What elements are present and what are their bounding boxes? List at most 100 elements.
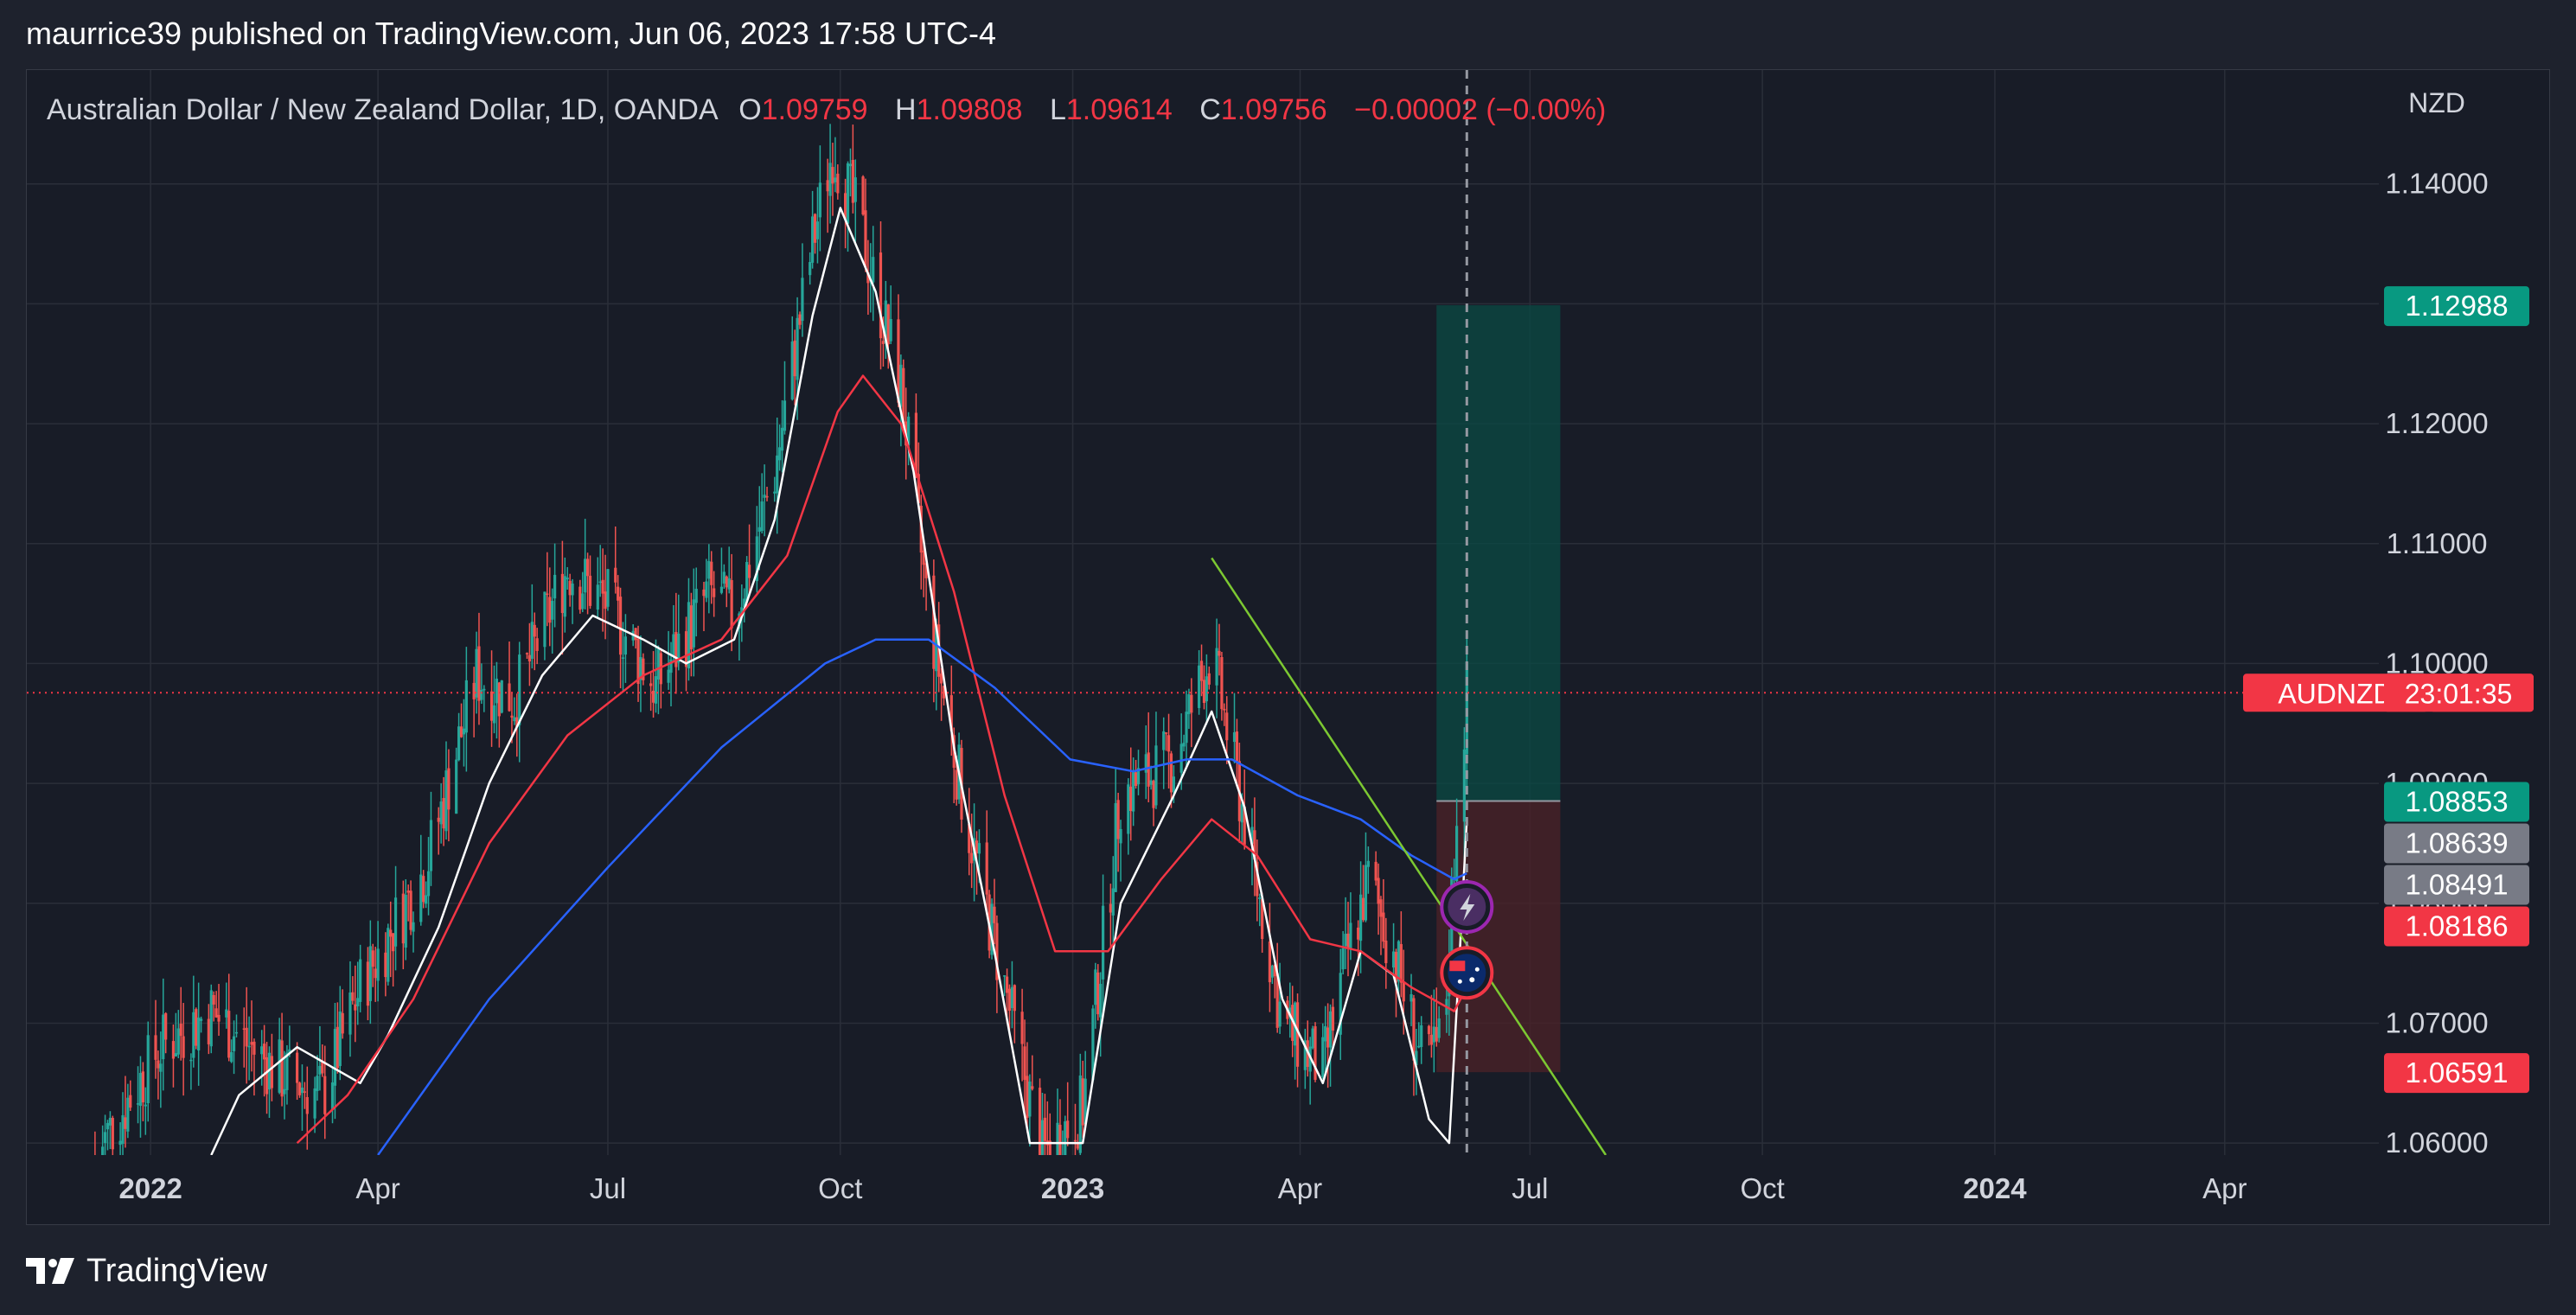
- candle-body[interactable]: [922, 550, 925, 565]
- candle-body[interactable]: [584, 559, 587, 593]
- candle-body[interactable]: [1357, 927, 1360, 940]
- candle-body[interactable]: [500, 680, 503, 713]
- candle-body[interactable]: [1223, 708, 1226, 711]
- candle-body[interactable]: [1346, 933, 1350, 949]
- candle-body[interactable]: [437, 817, 440, 822]
- candle-body[interactable]: [118, 1140, 122, 1146]
- candle-body[interactable]: [323, 1076, 327, 1114]
- candle-body[interactable]: [303, 1091, 306, 1093]
- candle-body[interactable]: [836, 173, 840, 194]
- candle-body[interactable]: [1132, 769, 1135, 812]
- candle-body[interactable]: [1437, 1018, 1441, 1038]
- candle-body[interactable]: [247, 1045, 251, 1048]
- candle-body[interactable]: [1187, 694, 1191, 715]
- candle-body[interactable]: [419, 874, 423, 922]
- candle-body[interactable]: [710, 561, 713, 585]
- candle-body[interactable]: [374, 968, 377, 979]
- candle-body[interactable]: [1043, 1117, 1047, 1141]
- candle-body[interactable]: [475, 648, 478, 698]
- moving-average-line-2[interactable]: [296, 374, 1468, 1145]
- candle-body[interactable]: [617, 586, 620, 601]
- candle-body[interactable]: [455, 759, 458, 814]
- price-label-1.08639[interactable]: 1.08639: [2384, 823, 2529, 864]
- candle-body[interactable]: [1172, 776, 1176, 793]
- candle-body[interactable]: [1005, 976, 1009, 993]
- candle-body[interactable]: [826, 180, 829, 192]
- candle-body[interactable]: [495, 678, 499, 704]
- candle-body[interactable]: [1129, 786, 1133, 812]
- candle-body[interactable]: [1429, 1034, 1434, 1045]
- candle-body[interactable]: [623, 636, 628, 655]
- candle-body[interactable]: [141, 1071, 144, 1103]
- candle-body[interactable]: [568, 580, 572, 596]
- candle-body[interactable]: [265, 1056, 269, 1095]
- candle-body[interactable]: [571, 584, 574, 596]
- candle-body[interactable]: [707, 560, 711, 579]
- candle-body[interactable]: [1275, 973, 1279, 1028]
- candle-body[interactable]: [1361, 897, 1365, 921]
- candle-body[interactable]: [225, 1009, 228, 1018]
- candle-body[interactable]: [553, 574, 557, 599]
- candle-body[interactable]: [457, 726, 461, 761]
- candle-body[interactable]: [510, 715, 514, 718]
- candle-body[interactable]: [651, 690, 655, 703]
- candle-body[interactable]: [1303, 1040, 1307, 1070]
- candle-body[interactable]: [1382, 912, 1385, 942]
- candle-body[interactable]: [103, 1132, 107, 1144]
- candle-body[interactable]: [354, 1004, 357, 1011]
- candle-body[interactable]: [1058, 1124, 1062, 1165]
- candle-body[interactable]: [694, 588, 698, 603]
- candle-body[interactable]: [642, 658, 645, 680]
- candle-body[interactable]: [1366, 860, 1370, 867]
- candle-body[interactable]: [401, 893, 405, 944]
- candle-body[interactable]: [809, 262, 812, 276]
- candle-body[interactable]: [245, 1027, 248, 1047]
- candle-body[interactable]: [1420, 1025, 1423, 1047]
- price-label-1.08186[interactable]: 1.08186: [2384, 906, 2529, 947]
- candle-body[interactable]: [932, 575, 936, 669]
- candle-body[interactable]: [765, 495, 769, 498]
- candle-body[interactable]: [429, 820, 433, 871]
- candle-body[interactable]: [1078, 1076, 1082, 1153]
- candle-body[interactable]: [902, 367, 905, 424]
- candle-body[interactable]: [1202, 680, 1206, 704]
- current-price-tag[interactable]: AUDNZD 23:01:35: [2243, 673, 2534, 712]
- candle-body[interactable]: [1278, 1001, 1282, 1027]
- price-label-1.08853[interactable]: 1.08853: [2384, 782, 2529, 822]
- candle-body[interactable]: [667, 669, 670, 683]
- candle-body[interactable]: [1364, 865, 1368, 921]
- candle-body[interactable]: [828, 163, 832, 196]
- candle-body[interactable]: [881, 341, 885, 344]
- candle-body[interactable]: [975, 840, 979, 854]
- candle-body[interactable]: [1152, 781, 1155, 808]
- candle-body[interactable]: [1427, 1025, 1431, 1035]
- candle-body[interactable]: [722, 571, 725, 584]
- candle-body[interactable]: [278, 1039, 281, 1093]
- candle-body[interactable]: [783, 400, 787, 431]
- candle-body[interactable]: [1349, 922, 1352, 949]
- candle-body[interactable]: [674, 631, 678, 667]
- candle-body[interactable]: [1136, 768, 1141, 785]
- candle-body[interactable]: [1250, 827, 1254, 845]
- candle-body[interactable]: [1465, 661, 1468, 755]
- candle-body[interactable]: [914, 412, 917, 478]
- candle-body[interactable]: [1328, 1011, 1333, 1048]
- candle-body[interactable]: [126, 1097, 130, 1132]
- candle-body[interactable]: [618, 597, 623, 655]
- candle-body[interactable]: [462, 728, 466, 735]
- candle-body[interactable]: [798, 314, 802, 325]
- candle-body[interactable]: [601, 579, 604, 594]
- candle-body[interactable]: [1169, 753, 1173, 793]
- price-label-1.08491[interactable]: 1.08491: [2384, 865, 2529, 905]
- candle-body[interactable]: [508, 683, 511, 712]
- candle-body[interactable]: [1409, 993, 1413, 1002]
- candle-body[interactable]: [129, 1095, 132, 1108]
- candle-body[interactable]: [425, 895, 428, 904]
- candle-body[interactable]: [483, 688, 486, 691]
- candle-body[interactable]: [1199, 661, 1204, 681]
- candle-body[interactable]: [157, 1060, 160, 1069]
- candle-body[interactable]: [230, 1052, 233, 1063]
- candle-body[interactable]: [406, 890, 410, 893]
- candle-body[interactable]: [968, 823, 971, 853]
- candle-body[interactable]: [1073, 1139, 1077, 1142]
